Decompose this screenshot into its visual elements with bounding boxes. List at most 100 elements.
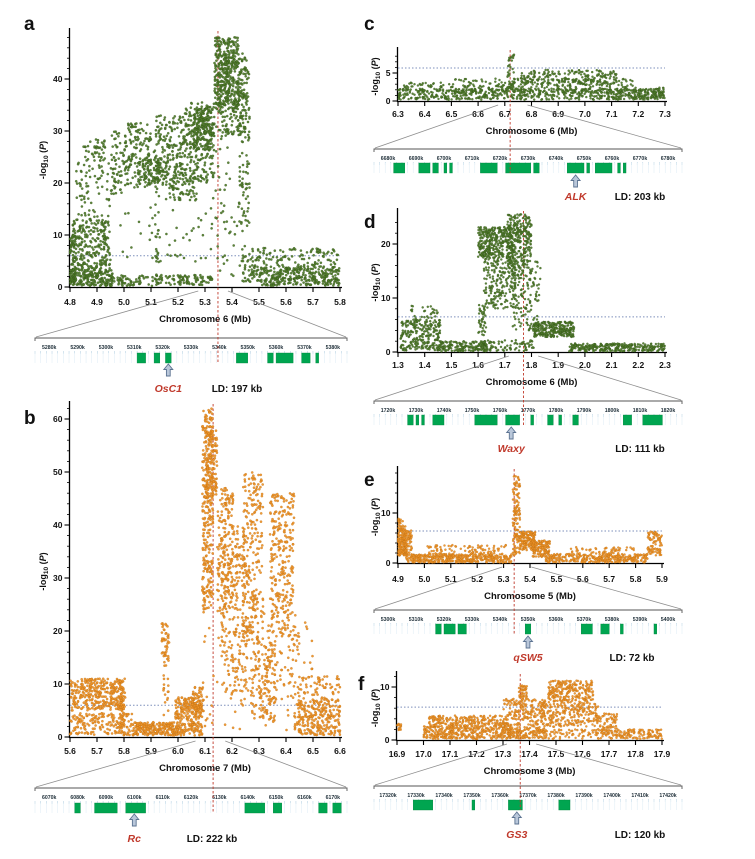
track-tick-label: 6770k xyxy=(633,156,648,162)
track-tick-label: 5300k xyxy=(381,617,396,623)
gene-arrow-icon xyxy=(162,363,174,377)
x-tick-label: 17.9 xyxy=(654,749,671,759)
track-tick-label: 5400k xyxy=(661,617,676,623)
gene-box xyxy=(393,162,406,174)
x-axis-title: Chromosome 3 (Mb) xyxy=(484,766,576,777)
x-tick-label: 17.8 xyxy=(627,749,644,759)
gene-box xyxy=(449,162,453,174)
x-tick-label: 17.1 xyxy=(442,749,459,759)
track-tick-label: 5320k xyxy=(155,345,170,351)
track-tick-label: 1740k xyxy=(437,408,452,414)
x-tick-label: 5.8 xyxy=(630,574,642,584)
ld-label: LD: 72 kb xyxy=(609,653,654,664)
gene-box xyxy=(432,162,439,174)
track-bracket xyxy=(373,148,683,152)
x-tick-label: 6.1 xyxy=(199,746,211,756)
track-tick-label: 6780k xyxy=(661,156,676,162)
track-tick-label: 5350k xyxy=(521,617,536,623)
x-tick-label: 17.2 xyxy=(468,749,485,759)
y-tick-label: 10 xyxy=(381,508,391,518)
y-tick-label: 0 xyxy=(385,735,390,745)
track-tick-label: 6150k xyxy=(269,795,284,801)
x-tick-label: 6.2 xyxy=(226,746,238,756)
ld-label: LD: 203 kb xyxy=(615,192,666,203)
track-tick-label: 5340k xyxy=(212,345,227,351)
gene-box xyxy=(457,623,467,635)
track-tick-label: 6100k xyxy=(127,795,142,801)
track-tick-label: 6760k xyxy=(605,156,620,162)
x-tick-label: 5.3 xyxy=(498,574,510,584)
x-tick-label: 5.9 xyxy=(656,574,668,584)
gene-box xyxy=(508,799,523,811)
gene-box xyxy=(415,414,419,426)
y-tick-label: 0 xyxy=(386,558,391,568)
track-tick-label: 6740k xyxy=(549,156,564,162)
gene-box xyxy=(617,162,621,174)
x-axis-title: Chromosome 6 (Mb) xyxy=(486,126,578,137)
y-axis-title: -log10 (P) xyxy=(38,141,50,179)
x-tick-label: 1.4 xyxy=(419,360,431,370)
track-tick-label: 5380k xyxy=(605,617,620,623)
ld-label: LD: 222 kb xyxy=(187,834,238,845)
gene-box xyxy=(407,414,414,426)
x-axis-title: Chromosome 6 (Mb) xyxy=(486,377,578,388)
x-tick-label: 6.6 xyxy=(334,746,346,756)
track-tick-label: 6710k xyxy=(465,156,480,162)
gene-box xyxy=(94,802,118,814)
track-tick-label: 1820k xyxy=(661,408,676,414)
zoom-connector xyxy=(35,290,199,338)
gene-box xyxy=(301,352,311,364)
x-tick-label: 6.4 xyxy=(419,109,431,119)
track-tick-label: 17360k xyxy=(491,793,508,799)
gene-box xyxy=(600,623,610,635)
x-tick-label: 6.4 xyxy=(280,746,292,756)
gene-box xyxy=(267,352,274,364)
track-tick-label: 1780k xyxy=(549,408,564,414)
track-tick-label: 6680k xyxy=(381,156,396,162)
x-tick-label: 1.8 xyxy=(526,360,538,370)
x-tick-label: 4.8 xyxy=(64,297,76,307)
gene-arrow-icon xyxy=(522,635,534,649)
track-tick-label: 5370k xyxy=(577,617,592,623)
x-axis-title: Chromosome 5 (Mb) xyxy=(484,591,576,602)
gene-box xyxy=(642,414,663,426)
y-tick-label: 50 xyxy=(53,467,63,477)
track-tick-label: 1760k xyxy=(493,408,508,414)
track-tick-label: 1800k xyxy=(605,408,620,414)
zoom-connector xyxy=(538,355,682,401)
panel-label-e: e xyxy=(364,470,375,491)
x-tick-label: 5.8 xyxy=(334,297,346,307)
zoom-connector xyxy=(374,743,508,786)
track-tick-label: 1810k xyxy=(633,408,648,414)
gene-box xyxy=(435,623,442,635)
x-tick-label: 5.7 xyxy=(603,574,615,584)
x-tick-label: 5.7 xyxy=(91,746,103,756)
gene-box xyxy=(623,414,632,426)
zoom-connector xyxy=(35,740,196,788)
track-tick-label: 5340k xyxy=(493,617,508,623)
x-tick-label: 4.9 xyxy=(392,574,404,584)
panel-label-d: d xyxy=(364,212,376,233)
y-axis-title: -log10 (P) xyxy=(370,57,382,95)
y-tick-label: 10 xyxy=(380,682,390,692)
gene-box xyxy=(471,799,475,811)
x-tick-label: 5.2 xyxy=(471,574,483,584)
track-tick-label: 17340k xyxy=(435,793,452,799)
y-tick-label: 20 xyxy=(53,178,63,188)
x-tick-label: 7.2 xyxy=(632,109,644,119)
panel-c: c056.36.46.56.66.76.86.97.07.17.27.3Chro… xyxy=(364,14,683,203)
x-tick-label: 4.9 xyxy=(91,297,103,307)
gene-box xyxy=(74,802,81,814)
gene-arrow-icon xyxy=(128,813,140,827)
ld-label: LD: 120 kb xyxy=(615,830,666,841)
x-tick-label: 6.3 xyxy=(392,109,404,119)
track-tick-label: 5380k xyxy=(326,345,341,351)
track-tick-label: 5310k xyxy=(127,345,142,351)
x-axis-title: Chromosome 6 (Mb) xyxy=(159,314,251,325)
x-tick-label: 16.9 xyxy=(389,749,406,759)
track-tick-label: 6700k xyxy=(437,156,452,162)
gene-label: GS3 xyxy=(506,829,527,841)
panel-e: e 0 10 4.9 5.0 5.1 5.2 5.3 5.4 5.5 5.6 5.7 5.8 5.9 Chr… xyxy=(364,466,683,664)
track-tick-label: 6160k xyxy=(297,795,312,801)
y-axis-title: -log10 (P) xyxy=(370,689,382,727)
